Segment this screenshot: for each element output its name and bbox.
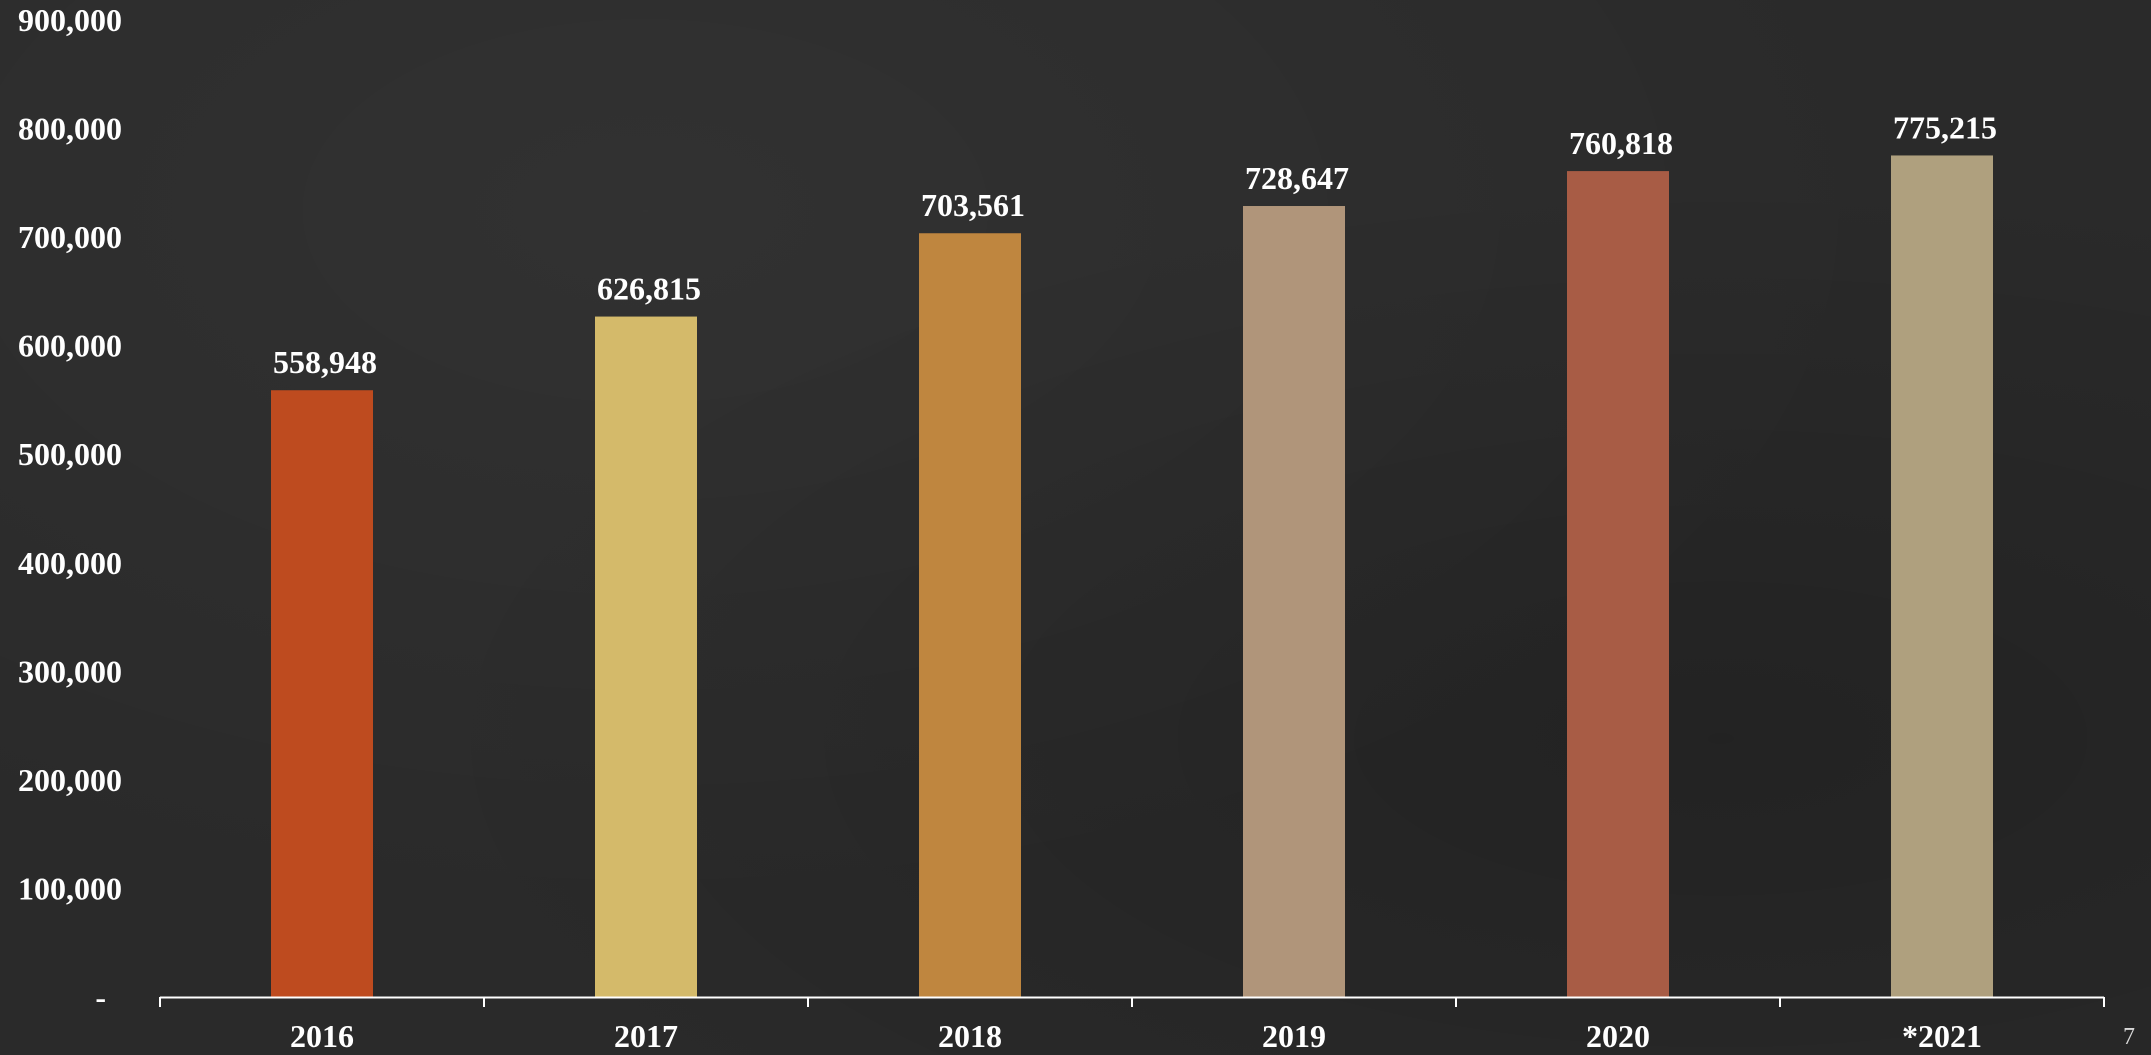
y-tick-label: 900,000 — [18, 2, 122, 38]
x-axis-labels: 2016 2017 2018 2019 2020 *2021 — [290, 1018, 1982, 1054]
y-tick-label: 100,000 — [18, 870, 122, 906]
x-axis — [159, 996, 2105, 1007]
data-label: 775,215 — [1893, 109, 1997, 145]
y-tick-label: 700,000 — [18, 219, 122, 255]
bar — [1567, 171, 1669, 998]
bar — [919, 233, 1021, 997]
y-tick-label: - — [95, 979, 106, 1015]
data-label: 558,948 — [273, 344, 377, 380]
x-tick-label: *2021 — [1902, 1018, 1982, 1054]
data-label: 703,561 — [921, 187, 1025, 223]
x-tick-label: 2019 — [1262, 1018, 1326, 1054]
page-number: 7 — [2123, 1024, 2135, 1050]
x-tick-label: 2016 — [290, 1018, 354, 1054]
bars — [271, 155, 1993, 998]
y-axis-ticks: - 100,000 200,000 300,000 400,000 500,000 600,… — [18, 2, 122, 1015]
x-tick-label: 2020 — [1586, 1018, 1650, 1054]
bar — [1891, 155, 1993, 997]
x-tick-label: 2018 — [938, 1018, 1002, 1054]
y-tick-label: 200,000 — [18, 762, 122, 798]
x-tick-label: 2017 — [614, 1018, 678, 1054]
data-label: 728,647 — [1245, 160, 1349, 196]
y-tick-label: 500,000 — [18, 436, 122, 472]
value-labels: 558,948 626,815 703,561 728,647 760,818 775,2… — [273, 109, 1997, 380]
y-tick-label: 400,000 — [18, 545, 122, 581]
bar — [595, 316, 697, 997]
data-label: 626,815 — [597, 271, 701, 307]
y-tick-label: 800,000 — [18, 111, 122, 147]
data-label: 760,818 — [1569, 125, 1673, 161]
bar — [1243, 206, 1345, 998]
y-tick-label: 300,000 — [18, 653, 122, 689]
y-tick-label: 600,000 — [18, 328, 122, 364]
bar — [271, 390, 373, 997]
